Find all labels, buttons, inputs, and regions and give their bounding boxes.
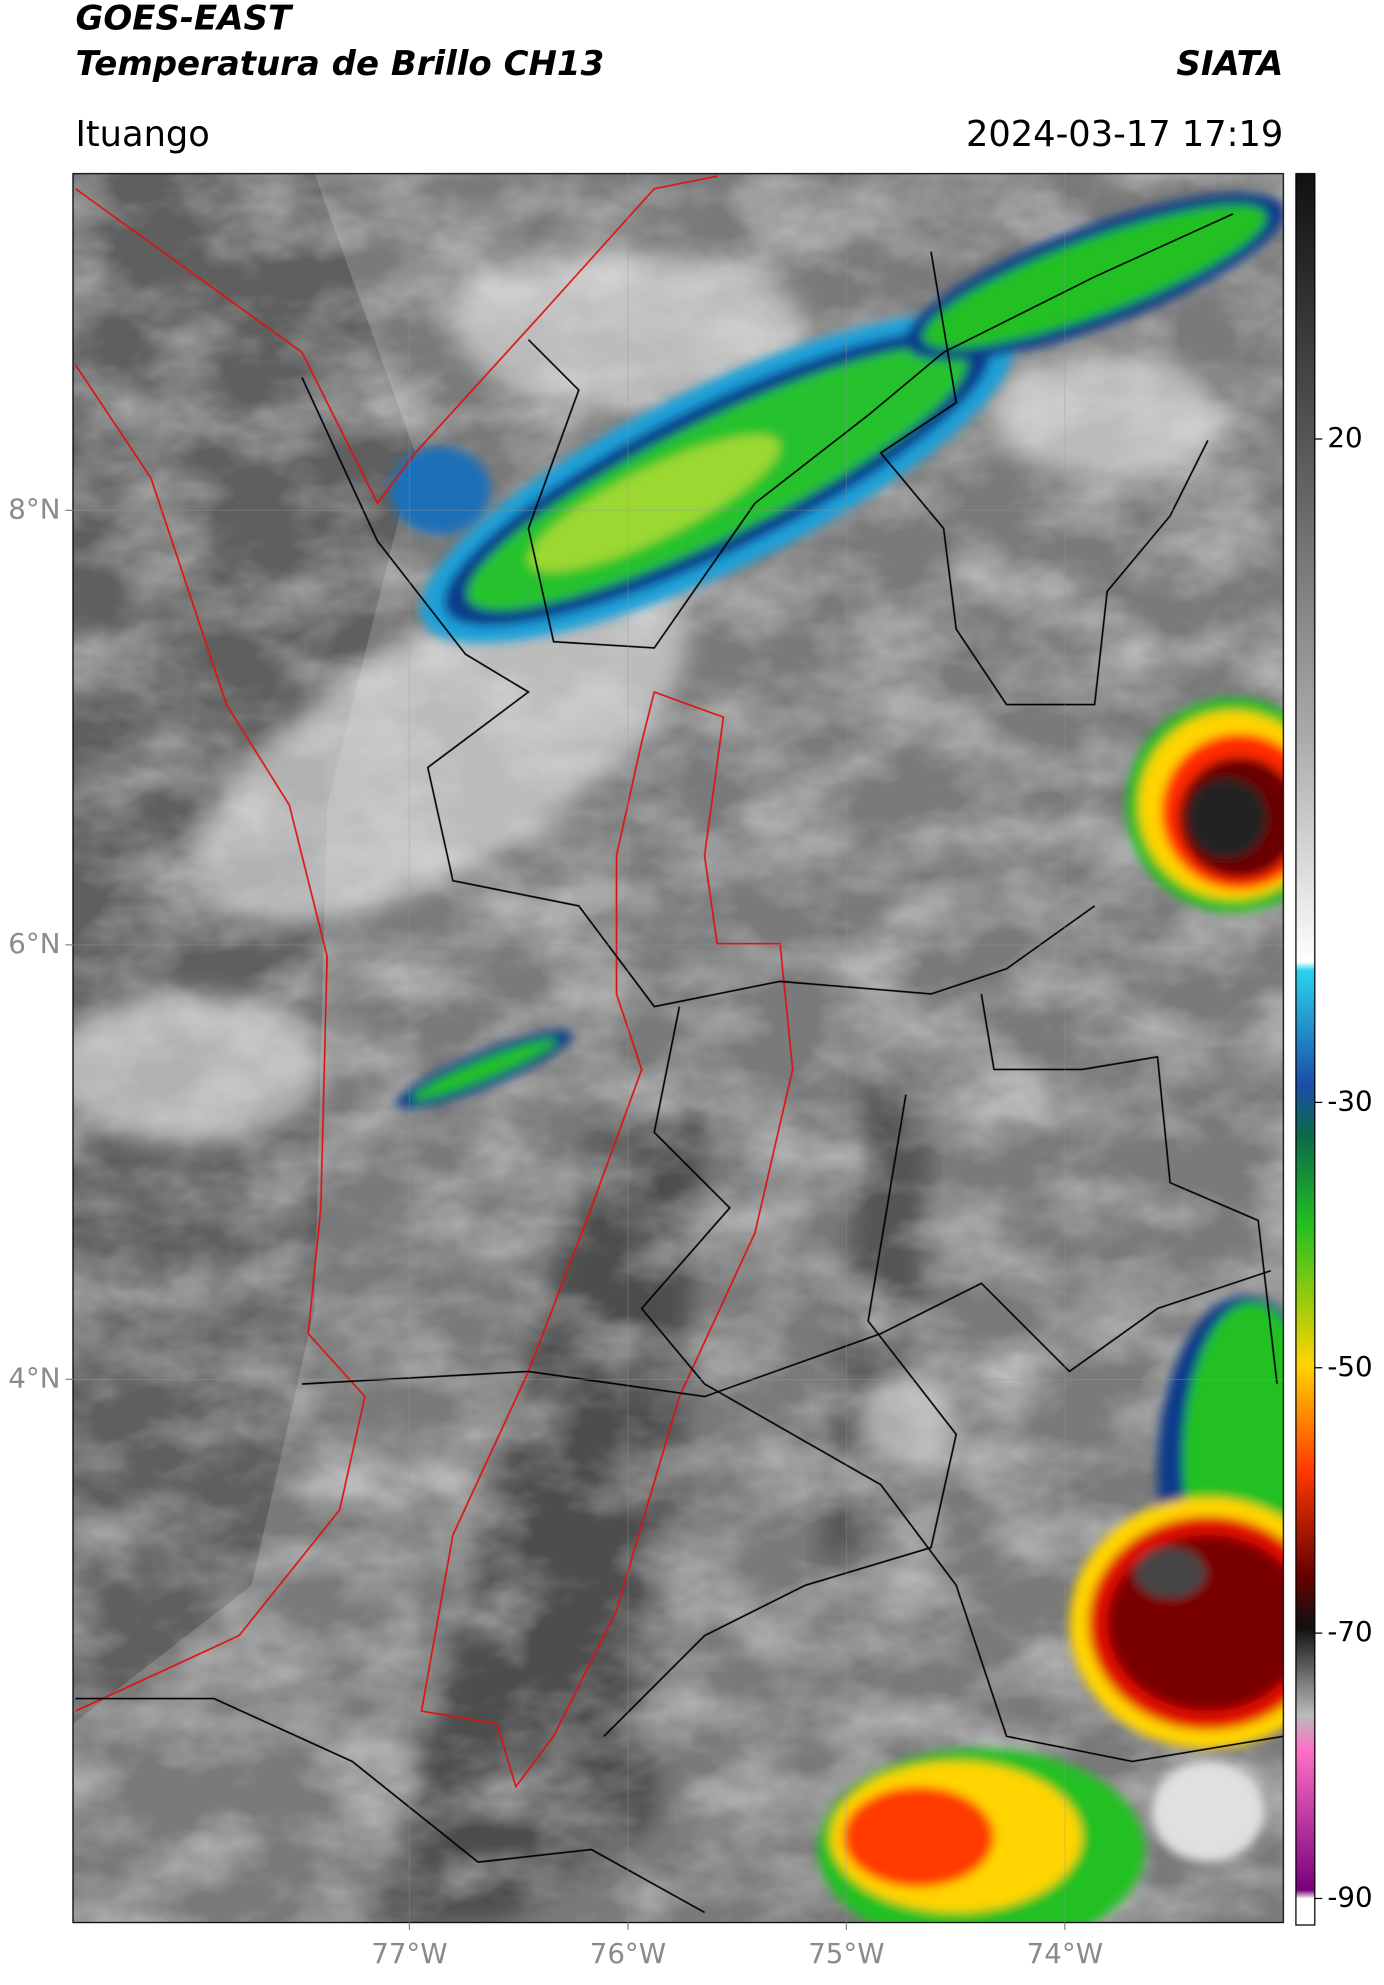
y-tick-label: 8°N <box>8 492 60 525</box>
colorbar-tick-label: -90 <box>1327 1880 1372 1913</box>
subtitle: Temperatura de Brillo CH13 <box>75 44 604 84</box>
satellite-image <box>72 173 1284 1923</box>
source: SIATA <box>1176 44 1283 84</box>
y-tick-label: 4°N <box>8 1361 60 1394</box>
colorbar <box>1295 172 1316 1926</box>
colorbar-tick-label: -50 <box>1327 1350 1372 1383</box>
colorbar-tick-label: -70 <box>1327 1615 1372 1648</box>
title: GOES-EAST <box>75 0 293 39</box>
x-tick-label: 76°W <box>590 1937 666 1970</box>
x-tick-label: 75°W <box>808 1937 884 1970</box>
y-tick-label: 6°N <box>8 927 60 960</box>
x-tick-label: 77°W <box>371 1937 447 1970</box>
x-tick-label: 74°W <box>1027 1937 1103 1970</box>
location: Ituango <box>75 114 209 155</box>
colorbar-tick-label: 20 <box>1327 421 1362 454</box>
colorbar-tick-label: -30 <box>1327 1084 1372 1117</box>
datetime: 2024-03-17 17:19 <box>966 114 1283 155</box>
map-frame <box>72 172 1284 1924</box>
